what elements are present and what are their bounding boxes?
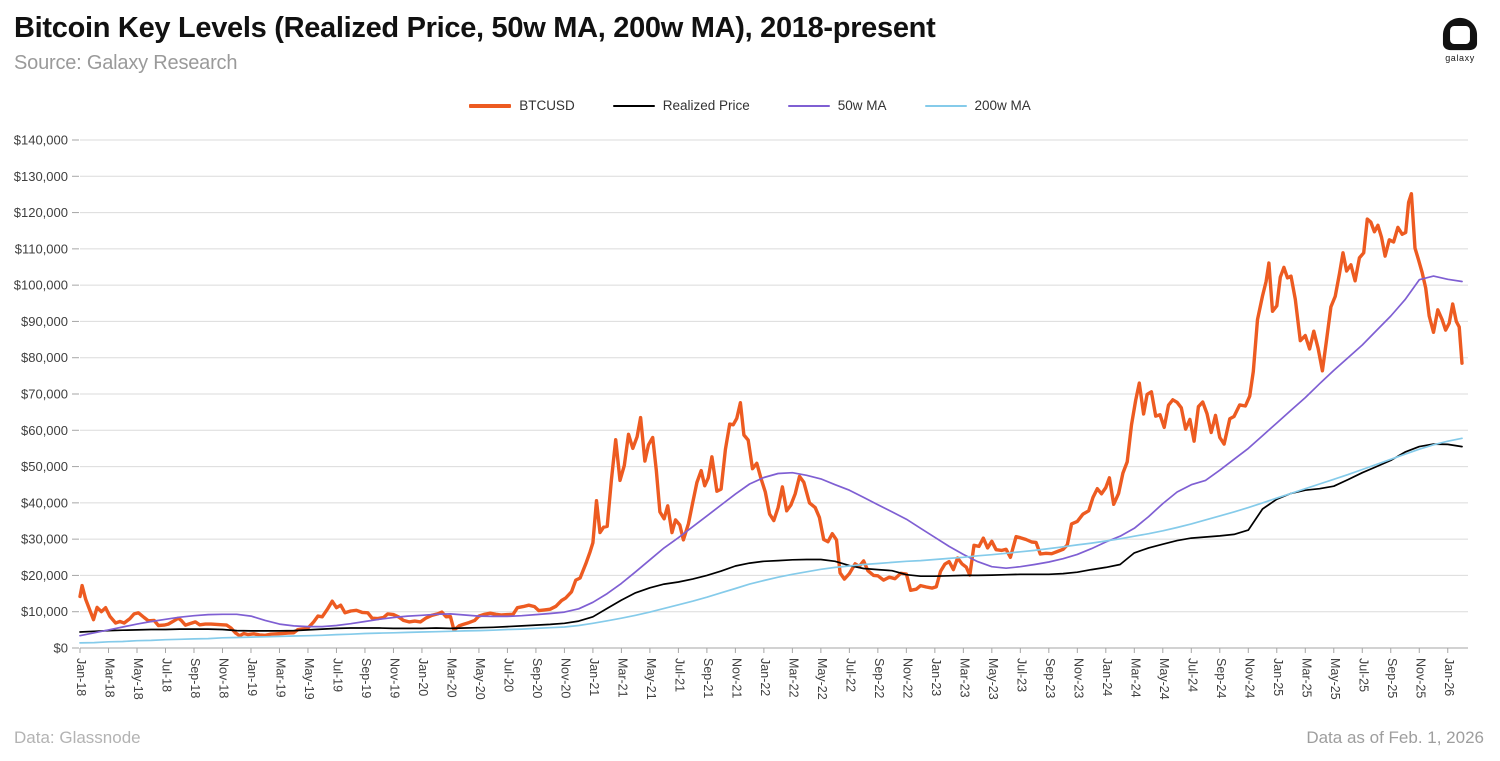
y-tick-label: $100,000 <box>14 278 68 293</box>
x-tick-label: May-24 <box>1157 658 1171 700</box>
legend-item-realized-price: Realized Price <box>612 98 750 113</box>
x-tick-label: Jan-23 <box>929 658 943 696</box>
x-tick-label: Nov-21 <box>729 658 743 698</box>
x-tick-label: Nov-22 <box>900 658 914 698</box>
series-line-200w-ma <box>79 437 1463 644</box>
x-tick-label: Jan-18 <box>74 658 88 696</box>
y-tick-label: $80,000 <box>21 350 68 365</box>
x-tick-label: May-21 <box>644 658 658 700</box>
x-tick-label: Jan-19 <box>245 658 259 696</box>
x-tick-label: Mar-18 <box>102 658 116 698</box>
y-tick-label: $0 <box>54 641 68 656</box>
x-tick-label: Sep-21 <box>701 658 715 698</box>
x-tick-label: Sep-23 <box>1043 658 1057 698</box>
x-tick-label: Sep-22 <box>872 658 886 698</box>
legend-swatch <box>924 104 967 107</box>
x-tick-label: Sep-19 <box>359 658 373 698</box>
legend-swatch <box>612 104 655 107</box>
x-tick-label: Jan-25 <box>1271 658 1285 696</box>
x-tick-label: Nov-24 <box>1242 658 1256 698</box>
legend-label: 200w MA <box>974 98 1031 113</box>
legend-item-50w-ma: 50w MA <box>787 98 887 113</box>
x-tick-label: Sep-25 <box>1385 658 1399 698</box>
series-line-btcusd <box>78 191 1464 638</box>
y-tick-label: $20,000 <box>21 568 68 583</box>
x-tick-label: Jul-19 <box>330 658 344 692</box>
x-tick-label: Nov-25 <box>1413 658 1427 698</box>
y-tick-label: $120,000 <box>14 205 68 220</box>
x-tick-label: Jul-25 <box>1356 658 1370 692</box>
legend-swatch <box>787 104 830 107</box>
x-tick-label: Sep-20 <box>530 658 544 698</box>
legend-item-btcusd: BTCUSD <box>469 98 575 113</box>
x-tick-label: Jul-21 <box>672 658 686 692</box>
x-tick-label: Jan-20 <box>416 658 430 696</box>
x-tick-label: Jan-26 <box>1442 658 1456 696</box>
x-tick-label: Jul-18 <box>159 658 173 692</box>
x-tick-label: May-25 <box>1328 658 1342 700</box>
x-tick-label: May-18 <box>131 658 145 700</box>
x-tick-label: Mar-20 <box>444 658 458 698</box>
x-tick-label: Mar-24 <box>1128 658 1142 698</box>
footer-data-source: Data: Glassnode <box>14 728 141 747</box>
y-tick-label: $70,000 <box>21 387 68 402</box>
x-tick-label: Nov-23 <box>1071 658 1085 698</box>
x-tick-label: Mar-21 <box>615 658 629 698</box>
x-tick-label: Jan-21 <box>587 658 601 696</box>
page-title: Bitcoin Key Levels (Realized Price, 50w … <box>14 12 936 44</box>
y-tick-label: $130,000 <box>14 169 68 184</box>
series-line-realized-price <box>79 443 1463 633</box>
x-tick-label: Mar-19 <box>273 658 287 698</box>
y-tick-label: $30,000 <box>21 532 68 547</box>
y-tick-label: $60,000 <box>21 423 68 438</box>
x-tick-label: Jan-22 <box>758 658 772 696</box>
galaxy-logo-word: galaxy <box>1445 53 1475 63</box>
x-tick-label: May-20 <box>473 658 487 700</box>
source-line: Source: Galaxy Research <box>14 52 238 74</box>
chart-legend: BTCUSD Realized Price 50w MA 200w MA <box>0 98 1500 113</box>
y-tick-label: $140,000 <box>14 133 68 148</box>
x-tick-label: Jan-24 <box>1100 658 1114 696</box>
x-tick-label: Sep-24 <box>1214 658 1228 698</box>
galaxy-logo-icon <box>1442 17 1478 51</box>
x-tick-label: Sep-18 <box>188 658 202 698</box>
galaxy-logo: galaxy <box>1434 16 1486 63</box>
x-tick-label: Jul-24 <box>1185 658 1199 692</box>
series-line-50w-ma <box>79 275 1463 637</box>
y-tick-label: $110,000 <box>15 241 68 256</box>
x-tick-label: Nov-18 <box>216 658 230 698</box>
x-tick-label: Jul-20 <box>501 658 515 692</box>
y-tick-label: $40,000 <box>21 495 68 510</box>
legend-label: 50w MA <box>837 98 887 113</box>
x-tick-label: Jul-23 <box>1014 658 1028 692</box>
y-tick-label: $50,000 <box>21 459 68 474</box>
x-tick-label: Mar-25 <box>1299 658 1313 698</box>
x-tick-label: May-19 <box>302 658 316 700</box>
legend-item-200w-ma: 200w MA <box>924 98 1031 113</box>
legend-label: BTCUSD <box>519 98 575 113</box>
x-tick-label: May-22 <box>815 658 829 700</box>
x-tick-label: Jul-22 <box>843 658 857 692</box>
x-tick-label: Nov-19 <box>387 658 401 698</box>
y-tick-label: $10,000 <box>21 604 68 619</box>
x-tick-label: May-23 <box>986 658 1000 700</box>
y-tick-label: $90,000 <box>21 314 68 329</box>
legend-label: Realized Price <box>662 98 750 113</box>
footer-as-of: Data as of Feb. 1, 2026 <box>1306 728 1484 747</box>
x-tick-label: Nov-20 <box>558 658 572 698</box>
x-tick-label: Mar-23 <box>957 658 971 698</box>
legend-swatch <box>469 103 512 108</box>
x-tick-label: Mar-22 <box>786 658 800 698</box>
